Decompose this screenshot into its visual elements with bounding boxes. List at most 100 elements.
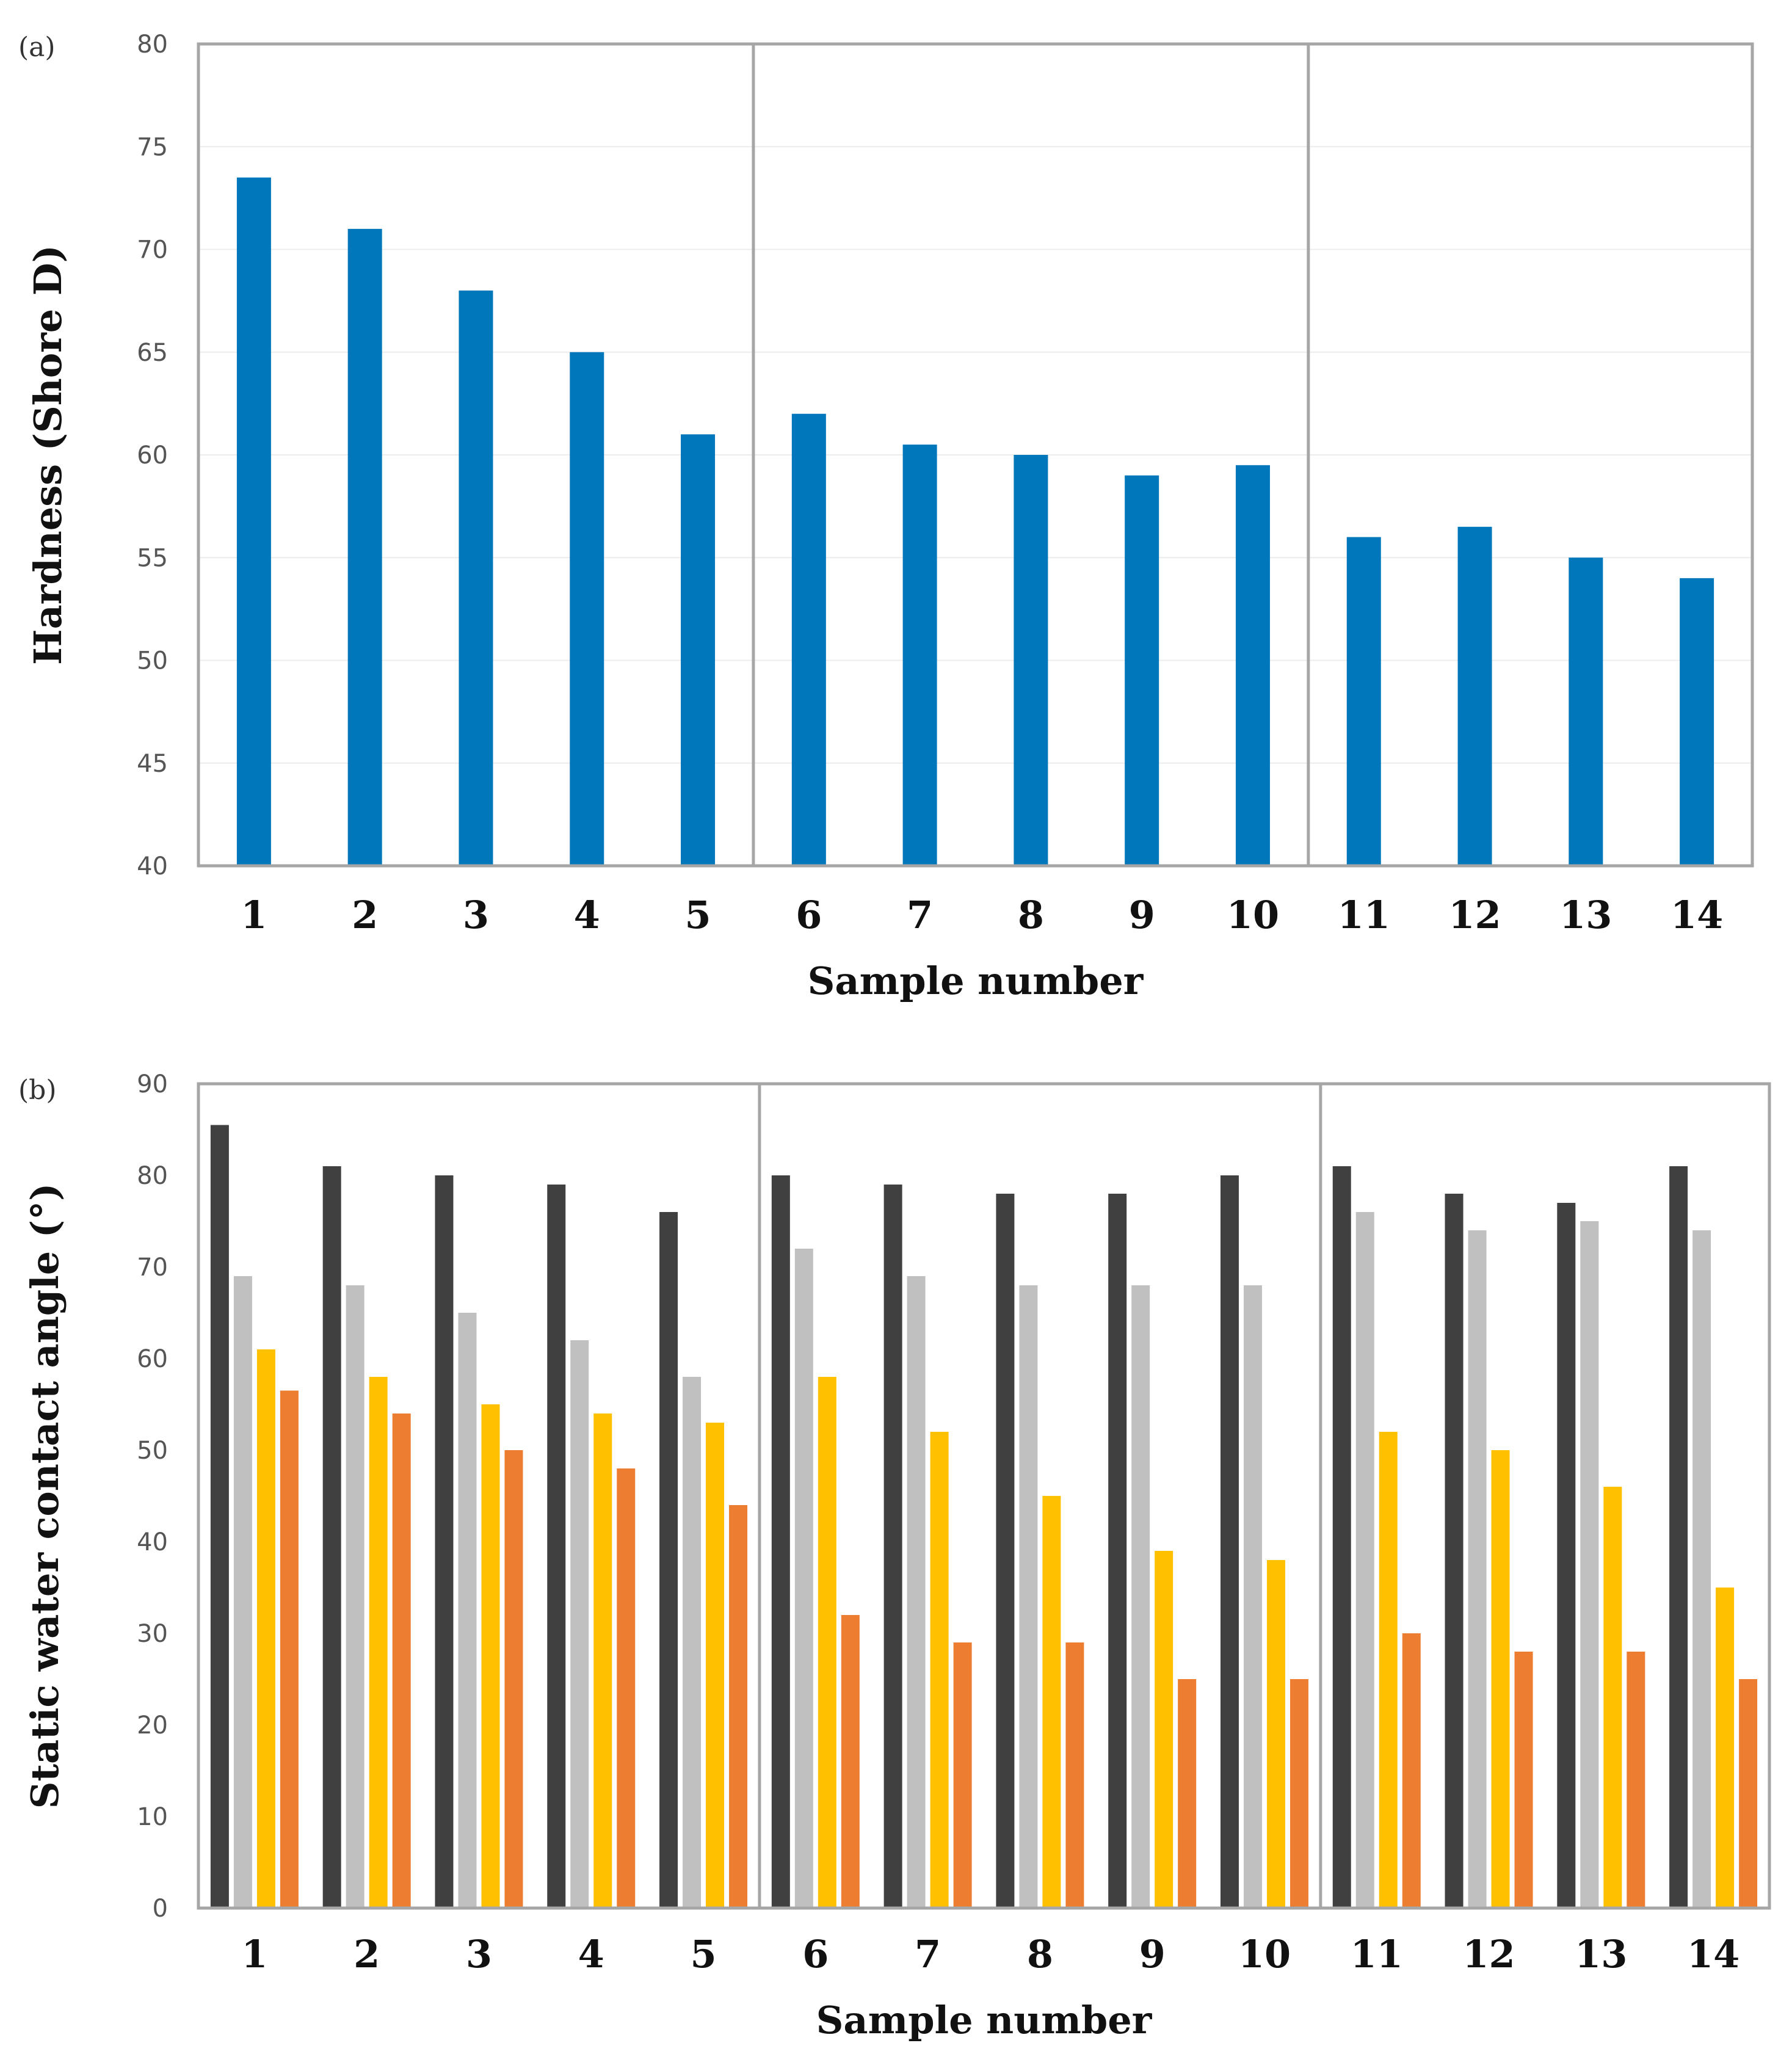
panel-label: (a): [18, 32, 56, 63]
x-tick-label: 13: [1575, 1932, 1627, 1976]
bar-series2-sample-8: [1019, 1285, 1038, 1908]
bar-series4-sample-12: [1514, 1652, 1533, 1908]
y-tick-label: 55: [137, 544, 168, 572]
bar-series1-sample-6: [771, 1175, 790, 1908]
bar-series4-sample-1: [280, 1390, 299, 1908]
y-tick-label: 50: [137, 647, 168, 675]
bar-sample-8: [1014, 455, 1048, 866]
bar-series3-sample-2: [369, 1377, 388, 1908]
bar-series1-sample-14: [1669, 1166, 1688, 1908]
x-tick-label: 6: [802, 1932, 829, 1976]
y-tick-label: 50: [137, 1437, 168, 1465]
x-tick-label: 6: [796, 893, 822, 937]
bar-series4-sample-14: [1739, 1679, 1758, 1908]
x-tick-label: 5: [684, 893, 711, 937]
y-tick-label: 30: [137, 1620, 168, 1648]
bar-sample-1: [236, 177, 271, 866]
x-tick-label: 10: [1227, 893, 1279, 937]
bar-series3-sample-8: [1042, 1496, 1061, 1908]
x-tick-label: 4: [574, 893, 600, 937]
y-tick-label: 0: [153, 1895, 168, 1923]
bar-series2-sample-1: [233, 1276, 252, 1908]
bar-series3-sample-12: [1491, 1450, 1510, 1908]
x-tick-label: 9: [1139, 1932, 1166, 1976]
x-tick-label: 3: [466, 1932, 492, 1976]
y-tick-label: 70: [137, 1254, 168, 1282]
x-tick-label: 8: [1018, 893, 1044, 937]
x-tick-label: 10: [1238, 1932, 1291, 1976]
x-tick-label: 1: [241, 893, 267, 937]
x-tick-label: 11: [1351, 1932, 1403, 1976]
bar-series4-sample-4: [617, 1468, 636, 1908]
bar-sample-11: [1346, 537, 1381, 866]
y-tick-label: 75: [137, 133, 168, 161]
y-tick-label: 45: [137, 750, 168, 778]
bar-series2-sample-14: [1692, 1230, 1711, 1908]
x-tick-label: 11: [1338, 893, 1390, 937]
bar-series3-sample-4: [593, 1413, 612, 1908]
bar-sample-2: [347, 228, 382, 866]
bar-series2-sample-3: [458, 1313, 477, 1908]
x-tick-label: 9: [1129, 893, 1155, 937]
y-tick-label: 80: [137, 31, 168, 59]
x-tick-label: 14: [1670, 893, 1723, 937]
y-tick-label: 40: [137, 1528, 168, 1556]
bar-series2-sample-11: [1355, 1212, 1374, 1908]
bar-series4-sample-7: [953, 1642, 972, 1908]
y-tick-label: 80: [137, 1162, 168, 1190]
bar-series1-sample-10: [1220, 1175, 1239, 1908]
bar-series3-sample-7: [930, 1432, 949, 1908]
bar-series3-sample-3: [481, 1404, 500, 1908]
bar-series2-sample-10: [1243, 1285, 1262, 1908]
bar-series4-sample-5: [729, 1505, 748, 1908]
bar-series1-sample-2: [322, 1166, 341, 1908]
bar-series2-sample-9: [1131, 1285, 1150, 1908]
y-tick-label: 60: [137, 441, 168, 470]
y-axis-title: Hardness (Shore D): [26, 245, 70, 665]
bar-series1-sample-9: [1108, 1194, 1127, 1908]
y-tick-label: 40: [137, 852, 168, 880]
bar-series4-sample-2: [392, 1413, 411, 1908]
x-tick-label: 7: [907, 893, 933, 937]
y-tick-label: 70: [137, 236, 168, 264]
bar-series1-sample-7: [883, 1185, 902, 1908]
x-tick-label: 7: [915, 1932, 941, 1976]
y-tick-label: 90: [137, 1070, 168, 1098]
panel-label: (b): [18, 1075, 57, 1106]
bar-series3-sample-6: [818, 1377, 836, 1908]
x-tick-label: 4: [578, 1932, 604, 1976]
plot-frame: [197, 1082, 1771, 1910]
bar-sample-7: [902, 445, 937, 866]
bar-series1-sample-11: [1332, 1166, 1351, 1908]
x-tick-label: 1: [241, 1932, 267, 1976]
bar-series4-sample-11: [1402, 1633, 1421, 1908]
x-tick-label: 12: [1462, 1932, 1515, 1976]
bar-series1-sample-5: [659, 1212, 678, 1908]
bar-sample-6: [791, 413, 826, 866]
bar-series4-sample-6: [841, 1615, 860, 1908]
x-tick-label: 12: [1448, 893, 1501, 937]
bar-series3-sample-10: [1266, 1560, 1285, 1908]
bar-series2-sample-5: [683, 1377, 702, 1908]
y-tick-label: 20: [137, 1711, 168, 1740]
bar-series2-sample-7: [907, 1276, 926, 1908]
bar-series1-sample-13: [1557, 1203, 1576, 1908]
x-tick-label: 5: [690, 1932, 716, 1976]
bar-series3-sample-5: [706, 1423, 725, 1908]
bar-sample-9: [1125, 475, 1159, 866]
bar-series2-sample-13: [1580, 1221, 1599, 1908]
bar-series4-sample-10: [1290, 1679, 1308, 1908]
bar-series3-sample-11: [1379, 1432, 1398, 1908]
bar-sample-14: [1680, 578, 1714, 866]
x-tick-label: 13: [1559, 893, 1612, 937]
bar-series3-sample-14: [1716, 1588, 1735, 1908]
x-tick-label: 2: [352, 893, 378, 937]
y-tick-label: 60: [137, 1345, 168, 1373]
x-tick-label: 8: [1027, 1932, 1053, 1976]
x-tick-label: 2: [354, 1932, 380, 1976]
bar-series4-sample-3: [504, 1450, 523, 1908]
bar-sample-12: [1457, 526, 1492, 866]
bar-series1-sample-8: [996, 1194, 1015, 1908]
